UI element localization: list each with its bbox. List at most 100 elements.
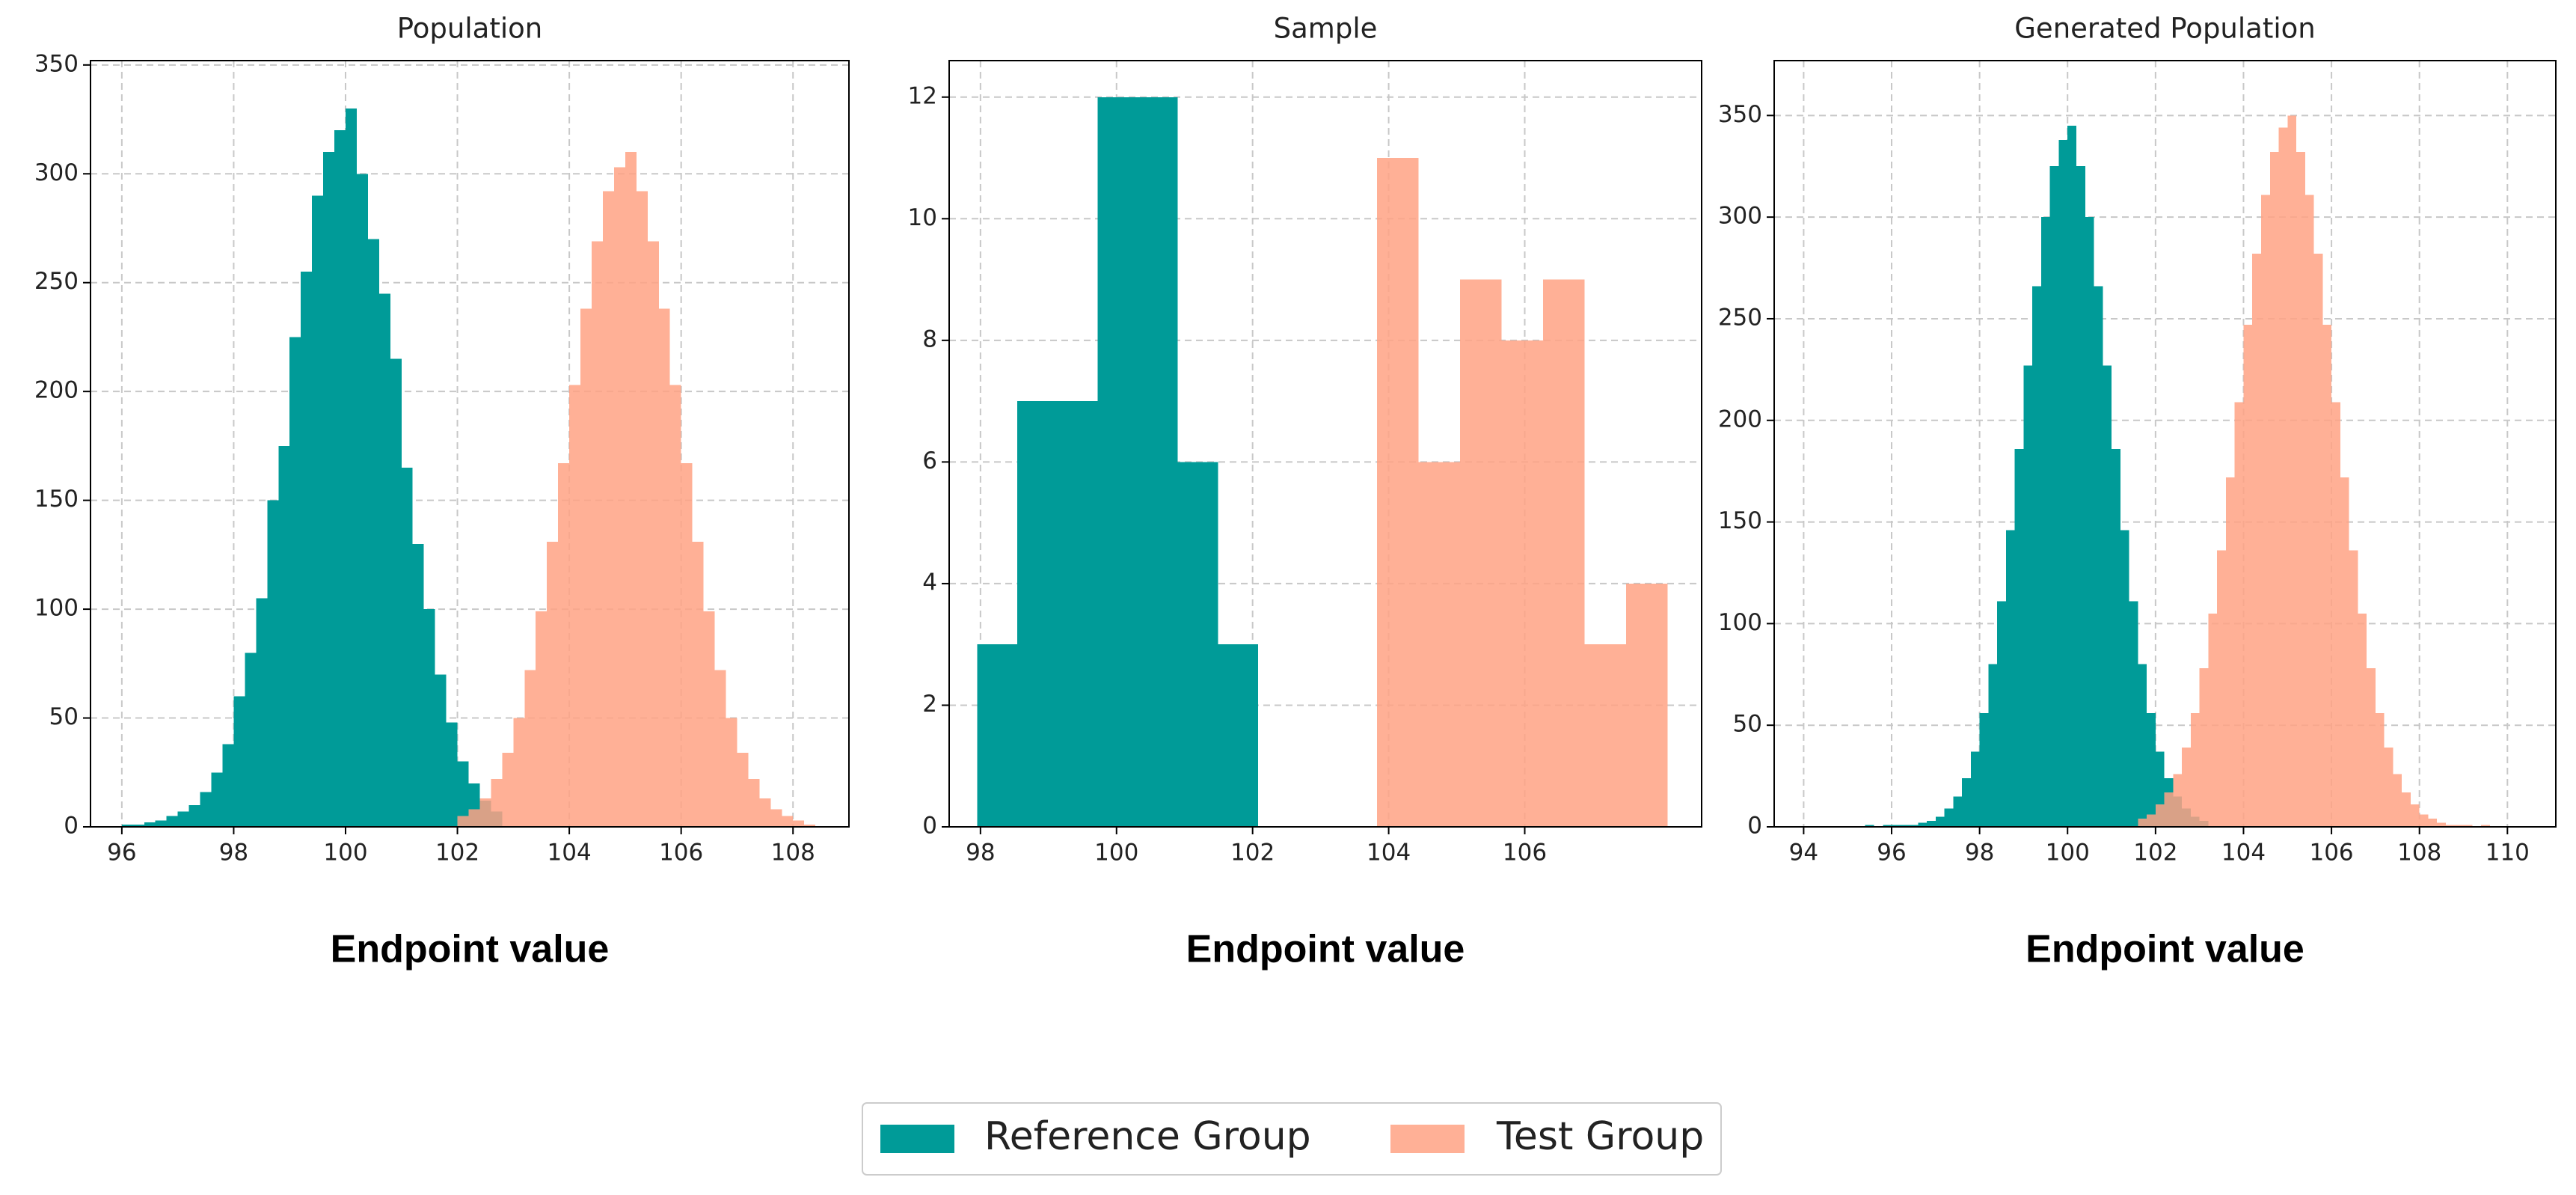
- y-tick-label: 350: [1718, 101, 1762, 128]
- histogram-bar: [479, 798, 491, 827]
- histogram-bar: [121, 825, 133, 827]
- legend-label: Test Group: [1496, 1114, 1704, 1159]
- histogram-bar: [536, 611, 548, 827]
- histogram-bar: [334, 130, 346, 827]
- y-tick-label: 50: [49, 703, 79, 730]
- histogram-bar: [748, 779, 760, 827]
- histogram-bar: [2296, 152, 2305, 827]
- histogram-bar: [401, 468, 413, 827]
- y-tick-label: 8: [922, 326, 937, 352]
- histogram-bar: [233, 696, 245, 827]
- histogram-bar: [132, 825, 144, 827]
- histogram-bar: [1909, 825, 1919, 827]
- histogram-bar: [1944, 808, 1954, 827]
- y-tick-label: 150: [1718, 507, 1762, 534]
- histogram-bar: [2243, 325, 2253, 827]
- histogram-bar: [423, 609, 435, 827]
- histogram-bar: [2331, 402, 2340, 827]
- histogram-bar: [2040, 217, 2050, 827]
- histogram-bar: [977, 644, 1017, 827]
- histogram-bar: [669, 385, 681, 827]
- histogram-bar: [1057, 401, 1098, 827]
- histogram-bar: [435, 674, 447, 827]
- histogram-bar: [1900, 825, 1910, 827]
- histogram-bar: [1097, 97, 1138, 827]
- histogram-bar: [1137, 97, 1178, 827]
- histogram-bar: [2208, 613, 2218, 827]
- plot-frame: [90, 60, 850, 828]
- x-tick-label: 108: [2397, 840, 2441, 867]
- plot-frame: [948, 60, 1702, 828]
- histogram-bar: [1865, 825, 1874, 827]
- histogram-bar: [1988, 664, 1998, 827]
- histogram-bar: [2067, 125, 2077, 827]
- histogram-bar: [2103, 365, 2112, 827]
- histogram-bar: [1962, 777, 1971, 827]
- x-tick-label: 94: [1789, 840, 1818, 867]
- histogram-bar: [1918, 822, 1928, 827]
- histogram-bar: [692, 541, 704, 827]
- histogram-bar: [770, 809, 782, 827]
- histogram-bar: [547, 541, 559, 827]
- histogram-bar: [759, 798, 771, 827]
- histogram-bar: [446, 722, 458, 827]
- histogram-bar: [1177, 462, 1218, 827]
- histogram-bar: [256, 598, 268, 827]
- histogram-bar: [312, 195, 324, 827]
- histogram-bar: [636, 191, 648, 827]
- x-tick-label: 100: [323, 840, 367, 867]
- histogram-bar: [2410, 804, 2420, 827]
- y-tick-label: 100: [1718, 609, 1762, 636]
- histogram-bar: [2155, 751, 2165, 827]
- legend-label: Reference Group: [984, 1114, 1311, 1159]
- histogram-bar: [2173, 774, 2183, 827]
- x-axis-label: Endpoint value: [1186, 928, 1465, 971]
- histogram-bar: [2164, 792, 2174, 827]
- x-tick-label: 98: [1965, 840, 1994, 867]
- y-tick-label: 200: [34, 377, 79, 404]
- x-tick-label: 96: [1877, 840, 1906, 867]
- histogram-bar: [2287, 115, 2297, 828]
- x-tick-label: 104: [548, 840, 592, 867]
- histogram-bar: [367, 239, 379, 828]
- y-tick-label: 100: [34, 595, 79, 622]
- chart-title: Generated Population: [2014, 13, 2315, 45]
- histogram-bar: [2304, 195, 2314, 827]
- y-tick-label: 250: [34, 268, 79, 295]
- histogram-bar: [569, 385, 581, 827]
- histogram-bar: [267, 500, 279, 827]
- histogram-bar: [1418, 462, 1461, 827]
- histogram-bar: [1979, 712, 1989, 827]
- histogram-bar: [2138, 664, 2147, 827]
- x-tick-label: 100: [2046, 840, 2090, 867]
- y-tick-label: 350: [34, 50, 79, 77]
- y-tick-label: 300: [1718, 203, 1762, 230]
- histogram-bar: [714, 670, 726, 827]
- x-tick-label: 106: [1503, 840, 1547, 867]
- histogram-bar: [457, 816, 469, 827]
- y-tick-label: 0: [64, 813, 79, 840]
- histogram-bar: [390, 358, 402, 828]
- histogram-bar: [1970, 751, 1980, 827]
- histogram-bar: [2190, 712, 2200, 827]
- histogram-bar: [2278, 127, 2288, 827]
- histogram-bar: [1953, 796, 1963, 827]
- histogram-bar: [2375, 712, 2385, 827]
- histogram-bar: [468, 809, 480, 827]
- chart-title: Sample: [1274, 13, 1378, 45]
- histogram-bar: [2049, 166, 2059, 827]
- histogram-bar: [289, 337, 301, 827]
- histogram-bar: [2217, 550, 2226, 827]
- histogram-bar: [155, 820, 167, 827]
- histogram-bar: [1892, 825, 1901, 827]
- histogram-bar: [378, 293, 390, 828]
- chart-title: Population: [397, 13, 542, 45]
- histogram-bar: [737, 753, 749, 827]
- histogram-bar: [222, 744, 234, 827]
- x-tick-label: 104: [1367, 840, 1411, 867]
- histogram-bar: [457, 761, 469, 827]
- x-tick-label: 98: [219, 840, 248, 867]
- histogram-bar: [1927, 820, 1936, 827]
- histogram-bar: [2234, 402, 2244, 827]
